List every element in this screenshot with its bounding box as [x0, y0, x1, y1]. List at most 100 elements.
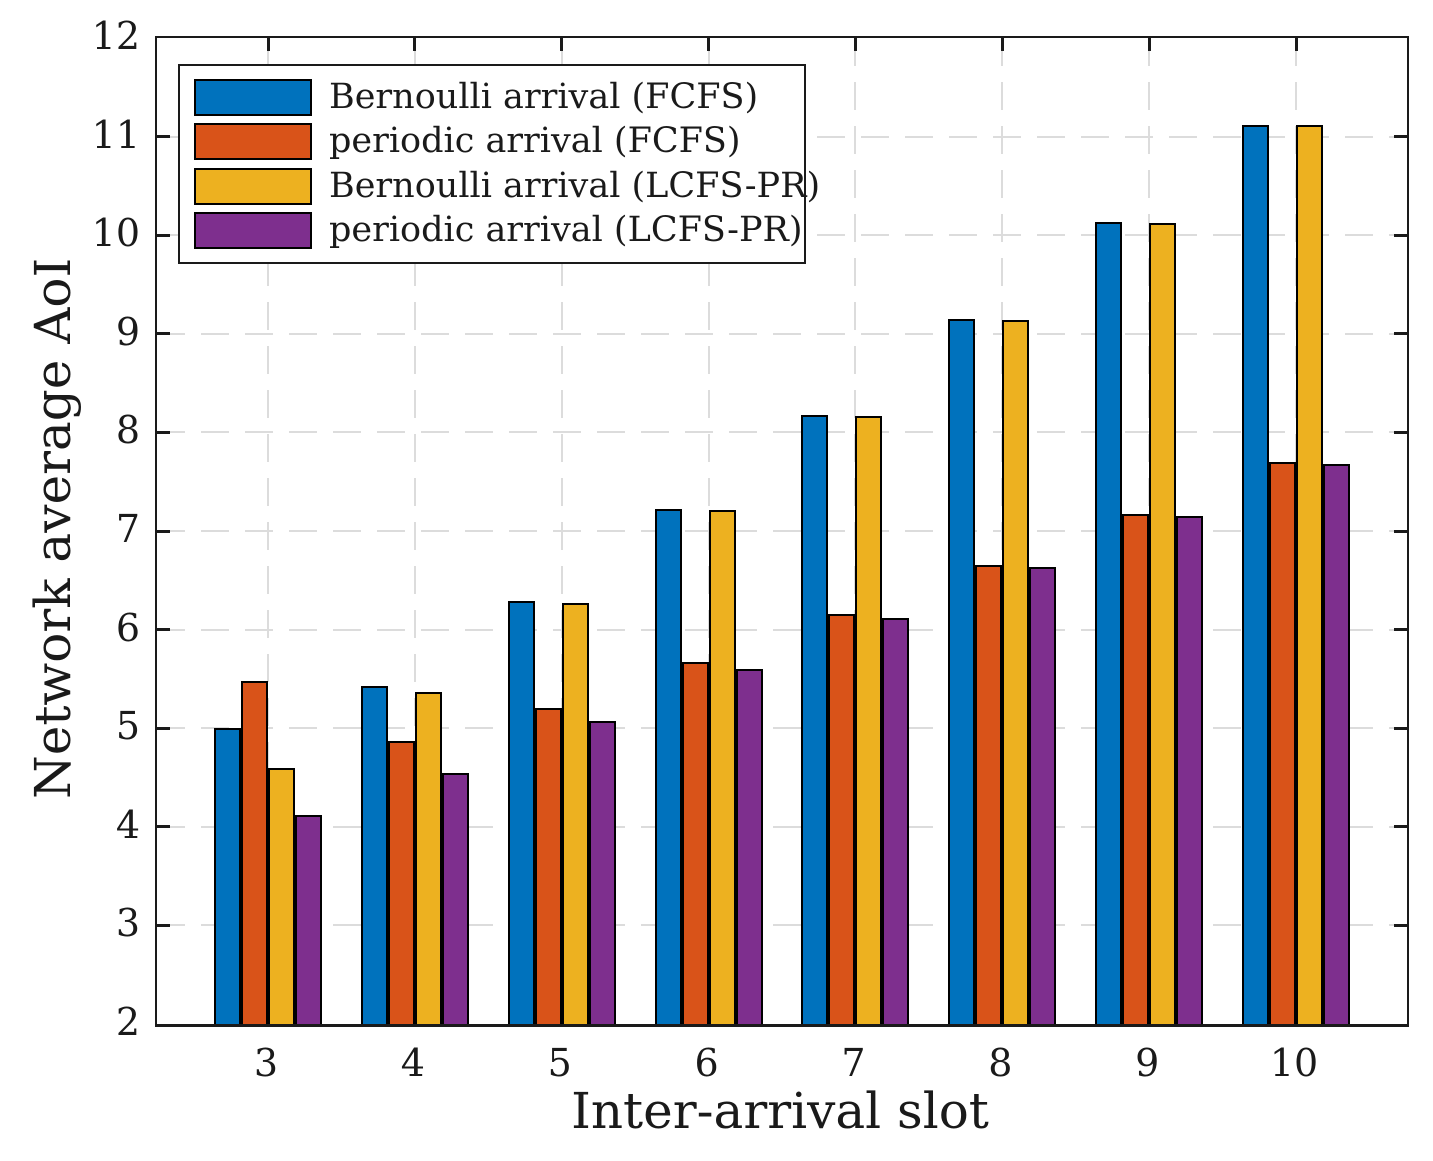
bar-bernoulli-arrival-lcfs-pr--x6 — [708, 510, 736, 1024]
y-tick-left — [157, 233, 170, 237]
y-tick-label: 12 — [91, 14, 140, 58]
y-tick-right — [1394, 726, 1407, 730]
bar-periodic-arrival-lcfs-pr--x10 — [1323, 463, 1351, 1024]
bar-bernoulli-arrival-lcfs-pr--x4 — [414, 691, 442, 1024]
y-tick-left — [157, 430, 170, 434]
legend-item: periodic arrival (FCFS) — [194, 120, 804, 165]
bar-periodic-arrival-fcfs--x8 — [975, 564, 1003, 1024]
bar-periodic-arrival-fcfs--x4 — [387, 741, 415, 1024]
x-tick-label: 7 — [841, 1041, 866, 1085]
gridline-horizontal — [157, 431, 1407, 434]
x-tick-label: 9 — [1135, 1041, 1160, 1085]
legend-label: periodic arrival (FCFS) — [329, 121, 741, 162]
bar-periodic-arrival-fcfs--x6 — [681, 662, 709, 1024]
y-tick-right — [1394, 825, 1407, 829]
y-tick-left — [157, 332, 170, 336]
x-tick-top — [266, 38, 270, 51]
bar-bernoulli-arrival-fcfs--x10 — [1242, 124, 1270, 1024]
bar-periodic-arrival-lcfs-pr--x5 — [588, 721, 616, 1024]
legend-swatch-periodic-lcfs-pr — [194, 212, 312, 250]
legend-label: Bernoulli arrival (FCFS) — [329, 76, 759, 117]
x-tick-label: 10 — [1269, 1041, 1319, 1085]
y-tick-left — [157, 135, 170, 139]
gridline-vertical — [560, 38, 563, 1024]
y-tick-label: 7 — [115, 507, 140, 551]
bar-periodic-arrival-fcfs--x10 — [1269, 461, 1297, 1024]
bar-periodic-arrival-lcfs-pr--x3 — [295, 814, 322, 1024]
gridline-vertical — [413, 38, 416, 1024]
plot-area: Bernoulli arrival (FCFS) periodic arriva… — [155, 36, 1409, 1027]
legend-item: periodic arrival (LCFS-PR) — [194, 209, 804, 254]
y-tick-right — [1394, 628, 1407, 632]
y-tick-right — [1394, 135, 1407, 139]
bar-periodic-arrival-fcfs--x5 — [534, 708, 562, 1024]
y-tick-label: 8 — [115, 408, 140, 453]
y-tick-label: 6 — [115, 605, 140, 650]
y-tick-left — [157, 825, 170, 829]
x-axis-title: Inter-arrival slot — [571, 1082, 989, 1140]
y-tick-right — [1394, 529, 1407, 533]
bar-periodic-arrival-fcfs--x3 — [241, 680, 268, 1024]
x-tick-top — [853, 38, 857, 51]
bar-bernoulli-arrival-fcfs--x8 — [948, 319, 976, 1024]
gridline-vertical — [267, 38, 269, 1024]
y-tick-right — [1394, 923, 1407, 927]
bar-bernoulli-arrival-fcfs--x4 — [360, 685, 388, 1024]
x-tick-top — [707, 38, 711, 51]
bar-periodic-arrival-fcfs--x9 — [1122, 514, 1150, 1024]
y-tick-right — [1394, 332, 1407, 336]
gridline-horizontal — [157, 530, 1407, 532]
bar-bernoulli-arrival-lcfs-pr--x8 — [1002, 320, 1030, 1024]
y-tick-label: 11 — [91, 112, 140, 157]
bar-bernoulli-arrival-fcfs--x3 — [214, 728, 241, 1024]
x-tick-label: 6 — [694, 1041, 719, 1085]
legend-swatch-bernoulli-lcfs-pr — [194, 167, 312, 205]
legend: Bernoulli arrival (FCFS) periodic arriva… — [178, 64, 820, 264]
bar-periodic-arrival-fcfs--x7 — [828, 613, 856, 1024]
y-tick-label: 5 — [115, 704, 140, 749]
x-tick-top — [413, 38, 417, 51]
gridline-horizontal — [157, 924, 1407, 927]
gridline-horizontal — [157, 825, 1407, 828]
x-tick-label: 8 — [988, 1041, 1013, 1085]
bar-bernoulli-arrival-lcfs-pr--x10 — [1296, 124, 1324, 1024]
y-tick-right — [1394, 233, 1407, 237]
bar-bernoulli-arrival-lcfs-pr--x5 — [561, 602, 589, 1024]
y-tick-left — [157, 726, 170, 730]
x-tick-label: 3 — [253, 1041, 279, 1085]
legend-item: Bernoulli arrival (FCFS) — [194, 75, 804, 120]
bar-bernoulli-arrival-lcfs-pr--x3 — [268, 767, 295, 1024]
bar-periodic-arrival-lcfs-pr--x4 — [441, 772, 469, 1024]
gridline-horizontal — [157, 332, 1407, 335]
y-tick-left — [157, 923, 170, 927]
x-tick-top — [560, 38, 564, 51]
bar-bernoulli-arrival-lcfs-pr--x7 — [855, 415, 883, 1024]
bar-periodic-arrival-lcfs-pr--x7 — [882, 617, 910, 1024]
gridline-horizontal — [157, 727, 1407, 730]
y-tick-label: 9 — [115, 309, 140, 354]
x-tick-top — [1000, 38, 1004, 51]
bar-bernoulli-arrival-fcfs--x6 — [654, 509, 682, 1024]
x-tick-label: 4 — [400, 1041, 425, 1085]
y-tick-label: 10 — [91, 211, 140, 256]
y-tick-label: 4 — [115, 802, 140, 847]
bar-periodic-arrival-lcfs-pr--x8 — [1029, 566, 1057, 1024]
y-tick-left — [157, 529, 170, 533]
y-tick-right — [1394, 430, 1407, 434]
bar-bernoulli-arrival-lcfs-pr--x9 — [1149, 223, 1177, 1024]
gridline-horizontal — [157, 628, 1407, 631]
y-tick-label: 3 — [115, 901, 140, 946]
legend-swatch-periodic-fcfs — [194, 123, 312, 161]
legend-swatch-bernoulli-fcfs — [194, 78, 312, 116]
bar-bernoulli-arrival-fcfs--x5 — [507, 601, 535, 1024]
y-tick-label: 2 — [115, 1000, 140, 1044]
legend-item: Bernoulli arrival (LCFS-PR) — [194, 164, 820, 209]
bar-periodic-arrival-lcfs-pr--x6 — [735, 669, 763, 1024]
bar-bernoulli-arrival-fcfs--x7 — [801, 414, 829, 1024]
bar-periodic-arrival-lcfs-pr--x9 — [1176, 516, 1204, 1024]
x-tick-top — [1294, 38, 1298, 51]
y-tick-left — [157, 628, 170, 632]
legend-label: Bernoulli arrival (LCFS-PR) — [329, 165, 821, 206]
x-tick-top — [1147, 38, 1151, 51]
